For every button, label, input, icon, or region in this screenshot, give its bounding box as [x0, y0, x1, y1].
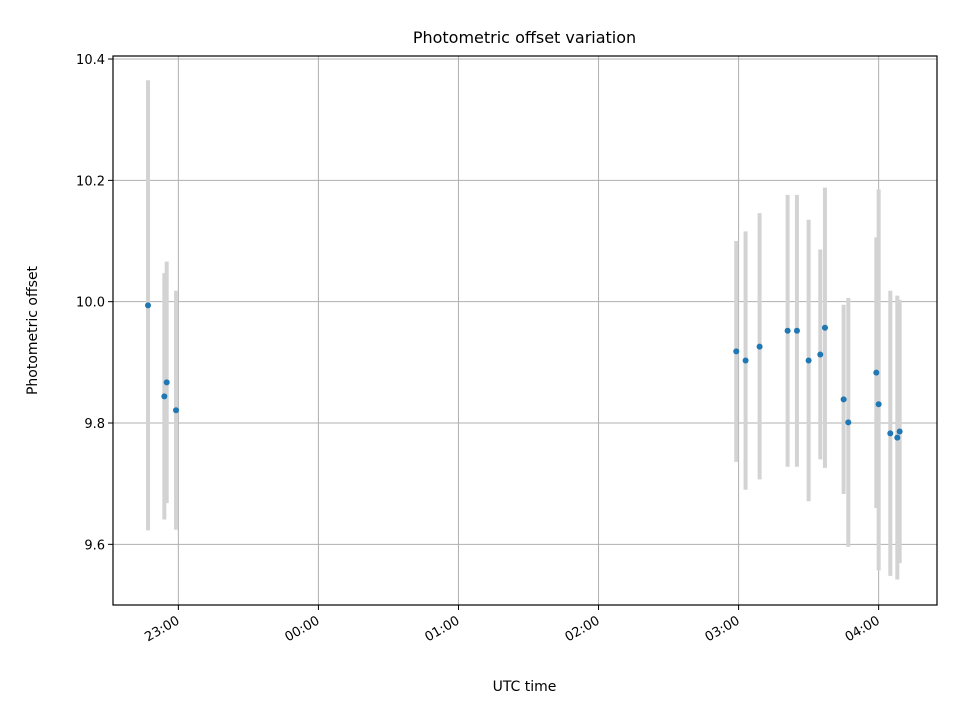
point-layer — [145, 302, 903, 441]
data-point — [756, 343, 763, 350]
plot-background — [113, 56, 937, 605]
data-point — [161, 393, 168, 400]
grid-layer — [113, 56, 937, 605]
data-point — [845, 419, 852, 426]
y-tick-label: 10.2 — [76, 174, 105, 189]
data-point — [793, 327, 800, 334]
y-tick-label: 10.0 — [76, 296, 105, 311]
data-point — [163, 379, 170, 386]
data-point — [894, 434, 901, 441]
y-tick-label: 10.4 — [76, 53, 105, 68]
data-point — [173, 407, 180, 414]
data-point — [873, 369, 880, 376]
chart-title: Photometric offset variation — [413, 28, 636, 47]
y-tick-label: 9.8 — [84, 417, 105, 432]
data-point — [821, 324, 828, 331]
data-point — [742, 357, 749, 364]
data-point — [733, 348, 740, 355]
data-point — [784, 327, 791, 334]
y-axis-ticks: 9.6 9.8 10.0 10.2 10.4 — [76, 53, 113, 553]
data-point — [805, 357, 812, 364]
plot-area — [112, 55, 938, 606]
data-point — [145, 302, 152, 309]
plot-frame — [112, 55, 938, 606]
data-point — [887, 430, 894, 437]
y-axis-label: Photometric offset — [25, 265, 41, 395]
data-point — [896, 428, 903, 435]
y-tick-label: 9.6 — [84, 538, 105, 553]
data-point — [840, 396, 847, 403]
data-point — [875, 401, 882, 408]
x-axis-label: UTC time — [493, 679, 557, 695]
data-point — [817, 351, 824, 358]
